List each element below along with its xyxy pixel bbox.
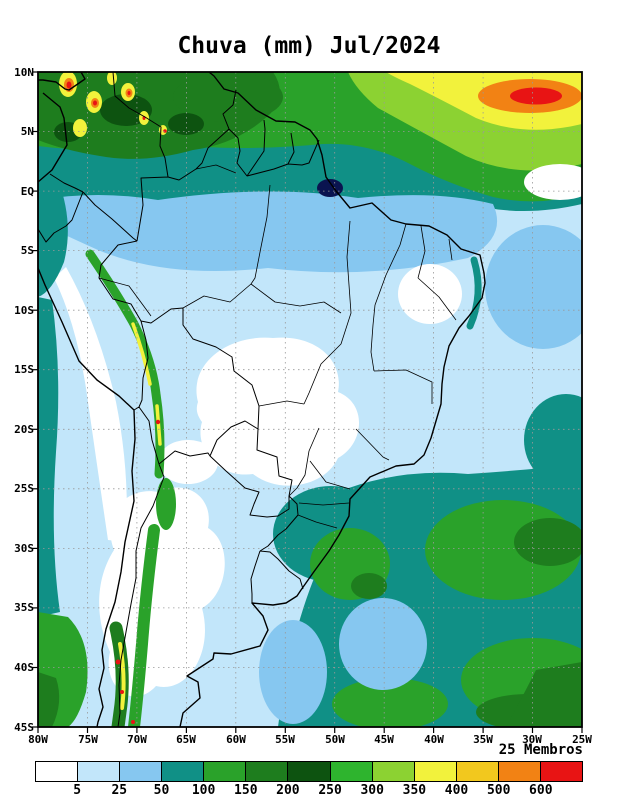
colorbar-cell <box>161 761 205 782</box>
x-tick-label: 40W <box>424 733 444 746</box>
x-tick-label: 75W <box>78 733 98 746</box>
colorbar-tick-label: 250 <box>318 783 342 798</box>
colorbar-cell <box>329 761 373 782</box>
colorbar-tick-label: 150 <box>234 783 258 798</box>
colorbar-tick-label: 400 <box>444 783 469 798</box>
chart-title: Chuva (mm) Jul/2024 <box>177 33 441 59</box>
y-tick-label: 35S <box>14 601 34 614</box>
lat-lon-grid <box>38 72 582 727</box>
colorbar-tick-label: 350 <box>402 783 427 798</box>
precipitation-map <box>32 71 583 733</box>
y-tick-label: 15S <box>14 363 34 376</box>
colorbar-tick-label: 50 <box>153 783 170 798</box>
colorbar-cell <box>119 761 163 782</box>
x-tick-label: 30W <box>522 733 542 746</box>
y-tick-label: 20S <box>14 423 34 436</box>
colorbar-tick-label: 200 <box>276 783 300 798</box>
y-tick-label: 30S <box>14 542 34 555</box>
colorbar-tick-label: 600 <box>529 783 553 798</box>
colorbar-cell <box>539 761 584 782</box>
y-tick-label: 45S <box>14 721 34 734</box>
state-borders <box>98 164 457 529</box>
y-tick-label: 40S <box>14 661 34 674</box>
colorbar-tick-label: 5 <box>73 783 82 798</box>
x-tick-label: 80W <box>28 733 48 746</box>
y-tick-label: 25S <box>14 482 34 495</box>
colorbar-cell <box>371 761 415 782</box>
colorbar-cell <box>35 761 79 782</box>
colorbar-cell <box>413 761 457 782</box>
y-tick-label: 10S <box>14 304 34 317</box>
y-tick-label: EQ <box>20 185 34 198</box>
colorbar-cell <box>245 761 289 782</box>
x-tick-label: 65W <box>176 733 196 746</box>
x-tick-label: 25W <box>572 733 592 746</box>
colorbar-cell <box>455 761 499 782</box>
colorbar-cell <box>203 761 247 782</box>
axis-ticks <box>32 71 583 733</box>
colorbar-cell <box>77 761 121 782</box>
x-tick-label: 55W <box>275 733 295 746</box>
x-tick-label: 50W <box>325 733 345 746</box>
plot-frame <box>37 71 583 728</box>
colorbar-tick-label: 300 <box>360 783 384 798</box>
precip-shading <box>38 72 582 727</box>
colorbar-tick-label: 25 <box>111 783 128 798</box>
colorbar-cell <box>497 761 541 782</box>
colorbar-labels: 5 25 50 100 150 200 250 300 350 400 500 … <box>35 783 583 799</box>
y-tick-label: 5N <box>20 125 34 138</box>
colorbar <box>35 761 584 782</box>
x-tick-label: 60W <box>226 733 246 746</box>
colorbar-cell <box>287 761 331 782</box>
y-tick-label: 10N <box>14 66 34 79</box>
x-tick-label: 35W <box>473 733 493 746</box>
country-borders <box>38 72 320 727</box>
y-tick-label: 5S <box>20 244 34 257</box>
colorbar-tick-label: 100 <box>191 783 216 798</box>
x-tick-label: 70W <box>127 733 147 746</box>
coastline <box>38 72 486 727</box>
colorbar-tick-label: 500 <box>486 783 511 798</box>
ensemble-members-label: 25 Membros <box>498 742 583 758</box>
x-tick-label: 45W <box>374 733 394 746</box>
